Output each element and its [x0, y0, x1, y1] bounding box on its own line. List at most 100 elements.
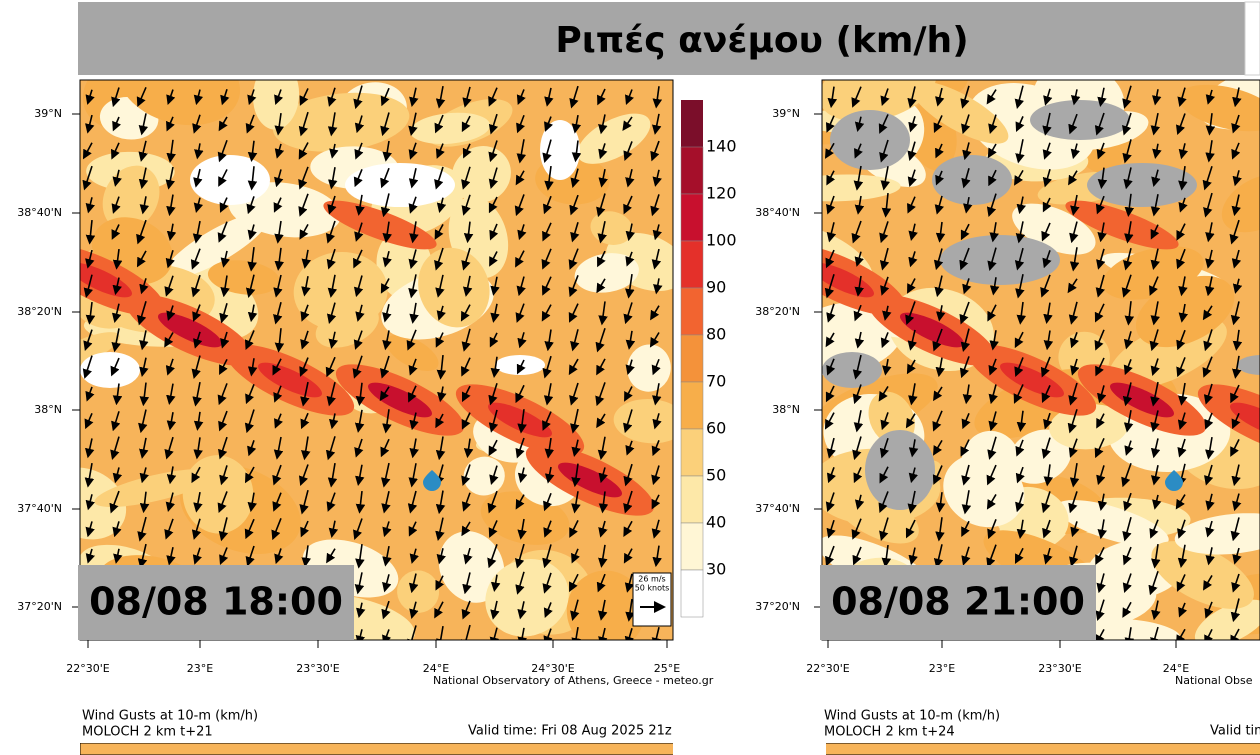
- wind-arrow: [1231, 194, 1241, 217]
- wind-arrow: [191, 274, 201, 298]
- wind-arrow: [542, 355, 552, 379]
- wind-arrow: [85, 494, 95, 511]
- wind-arrow: [274, 328, 285, 353]
- land-patch: [822, 352, 882, 388]
- wind-arrow: [1124, 301, 1135, 326]
- wind-arrow: [244, 330, 255, 350]
- wind-arrow: [1202, 305, 1213, 321]
- wind-arrow: [166, 383, 176, 406]
- wind-arrow: [380, 355, 390, 379]
- wind-arrow: [1014, 547, 1024, 564]
- wind-arrow: [962, 384, 973, 405]
- wind-arrow: [1040, 356, 1051, 378]
- wind-arrow: [109, 490, 120, 514]
- wind-arrow: [1097, 519, 1107, 540]
- wind-arrow: [247, 304, 258, 323]
- wind-arrow: [409, 87, 419, 108]
- wind-arrow: [1205, 436, 1215, 460]
- wind-arrow: [826, 519, 836, 539]
- colorbar-segment: [680, 381, 704, 430]
- wind-arrow: [85, 438, 95, 459]
- wind-arrow: [488, 167, 498, 190]
- wind-arrow: [490, 356, 501, 379]
- wind-arrow: [934, 275, 944, 298]
- wind-arrow: [139, 467, 149, 484]
- wind-arrow: [1177, 412, 1188, 431]
- wind-arrow: [1041, 437, 1051, 459]
- wind-arrow: [1231, 412, 1241, 430]
- wind-arrow: [1016, 301, 1027, 325]
- wind-arrow: [380, 87, 390, 107]
- wind-arrow: [463, 221, 474, 244]
- wind-arrow: [653, 278, 663, 295]
- wind-arrow: [568, 275, 579, 298]
- wind-arrow: [1016, 519, 1027, 540]
- colorbar-label: 100: [706, 231, 737, 250]
- wind-arrow: [517, 601, 527, 620]
- wind-arrow: [1150, 301, 1161, 326]
- wind-arrow: [1176, 329, 1186, 351]
- wind-arrow: [1203, 192, 1213, 218]
- wind-arrow: [192, 547, 202, 565]
- wind-arrow: [355, 544, 365, 569]
- wind-arrow: [1152, 89, 1162, 106]
- wind-arrow: [1149, 276, 1159, 296]
- gust-area: [1178, 84, 1260, 132]
- wind-arrow: [1094, 303, 1105, 323]
- wind-arrow: [110, 142, 120, 160]
- wind-arrow: [110, 357, 120, 377]
- wind-arrow: [190, 248, 201, 270]
- wind-arrow: [136, 87, 147, 108]
- wind-arrow: [571, 463, 581, 488]
- wind-arrow: [880, 332, 890, 349]
- wind-arrow: [382, 221, 392, 244]
- wind-arrow: [853, 466, 863, 484]
- gust-area: [80, 467, 127, 540]
- land-patch: [345, 163, 455, 207]
- wind-arrow: [1015, 492, 1025, 513]
- wind-arrow: [624, 573, 635, 593]
- colorbar-label: 60: [706, 419, 726, 438]
- wind-arrow: [436, 197, 447, 213]
- colorbar-segment: [680, 146, 704, 195]
- wind-arrow: [380, 112, 390, 137]
- wind-arrow: [651, 626, 662, 640]
- wind-arrow: [517, 409, 527, 434]
- wind-arrow: [435, 332, 445, 348]
- lat-label: 37°20'N: [17, 600, 62, 613]
- wind-arrow: [166, 546, 176, 566]
- land-patch: [1087, 163, 1197, 207]
- wind-arrow: [1043, 547, 1053, 565]
- wind-arrow: [462, 86, 472, 108]
- wind-arrow: [1095, 274, 1105, 298]
- wind-arrow: [1232, 87, 1242, 108]
- wind-arrow: [569, 194, 579, 216]
- wind-arrow: [463, 547, 473, 565]
- wind-arrow: [595, 382, 606, 407]
- wind-arrow: [166, 223, 177, 242]
- wind-arrow: [854, 195, 865, 215]
- sea-patch: [940, 235, 1060, 285]
- wind-arrow: [354, 438, 364, 458]
- wind-arrow: [1176, 223, 1186, 241]
- gust-area: [1194, 599, 1260, 640]
- wind-arrow: [986, 494, 997, 510]
- wind-arrow: [139, 196, 150, 215]
- wind-arrow: [85, 89, 95, 105]
- wind-arrow: [905, 301, 916, 326]
- wind-arrow: [1205, 547, 1215, 566]
- wind-arrow: [516, 276, 526, 297]
- wind-arrow: [354, 142, 364, 160]
- wind-arrow: [1014, 357, 1024, 377]
- wind-arrow: [542, 222, 552, 242]
- wind-arrow: [1231, 142, 1241, 160]
- wind-arrow: [988, 169, 997, 187]
- gust-area: [293, 251, 388, 331]
- wind-arrow: [461, 492, 471, 512]
- wind-arrow: [327, 274, 338, 298]
- wind-arrow: [461, 412, 471, 430]
- wind-arrow: [1041, 491, 1051, 514]
- wind-arrow: [1042, 168, 1053, 188]
- wind-arrow: [542, 139, 552, 164]
- wind-arrow: [905, 413, 916, 429]
